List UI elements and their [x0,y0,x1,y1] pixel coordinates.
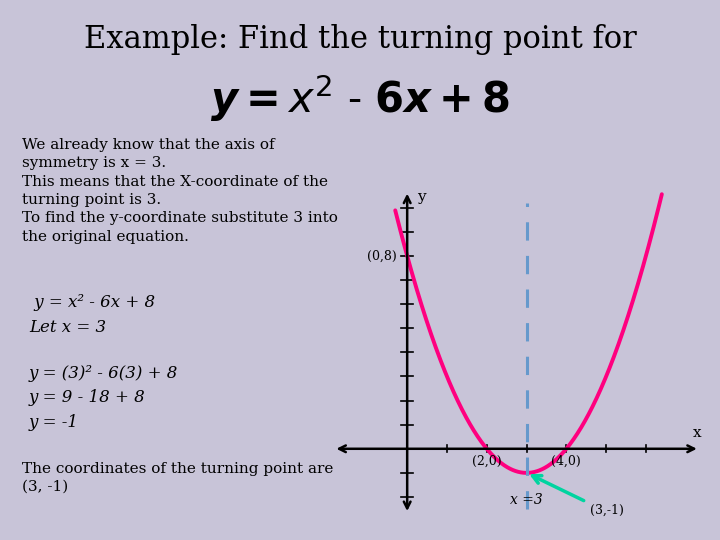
Text: y = (3)² - 6(3) + 8
y = 9 - 18 + 8
y = -1: y = (3)² - 6(3) + 8 y = 9 - 18 + 8 y = -… [29,364,178,431]
Text: $\boldsymbol{y = x^2}$ - $\boldsymbol{6x + 8}$: $\boldsymbol{y = x^2}$ - $\boldsymbol{6x… [210,73,510,124]
Text: y = x² - 6x + 8
Let x = 3: y = x² - 6x + 8 Let x = 3 [29,294,155,336]
Text: y: y [417,190,426,204]
Text: (4,0): (4,0) [552,455,581,468]
Text: We already know that the axis of
symmetry is x = 3.
This means that the X-coordi: We already know that the axis of symmetr… [22,138,338,244]
Text: The coordinates of the turning point are
(3, -1): The coordinates of the turning point are… [22,462,333,494]
Text: Example: Find the turning point for: Example: Find the turning point for [84,24,636,55]
Text: (0,8): (0,8) [367,249,397,262]
Text: x: x [693,427,701,440]
Text: x =3: x =3 [510,492,543,507]
Text: (3,-1): (3,-1) [590,504,624,517]
Text: (2,0): (2,0) [472,455,502,468]
